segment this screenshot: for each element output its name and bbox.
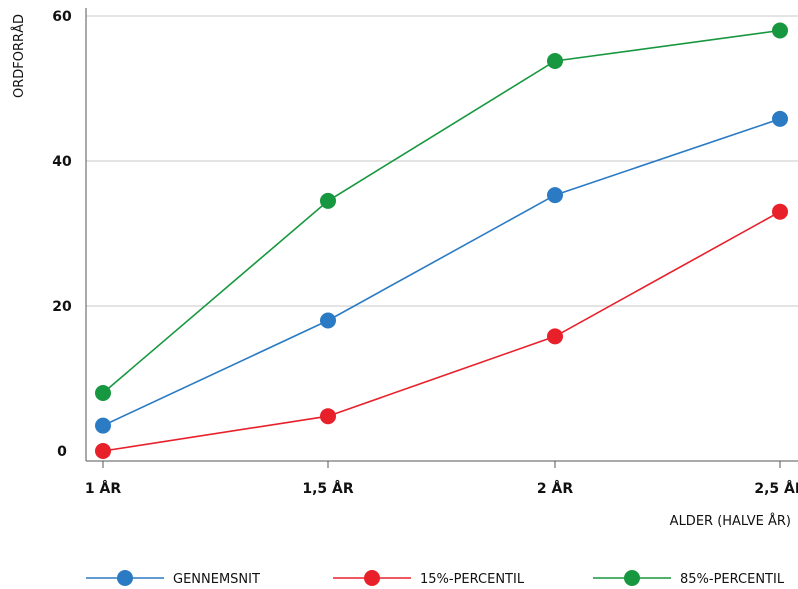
y-tick-label: 40 bbox=[52, 154, 72, 170]
y-tick-label: 0 bbox=[57, 444, 67, 460]
y-axis-title: ORDFORRÅD bbox=[11, 14, 27, 98]
data-point bbox=[95, 417, 111, 434]
legend-marker bbox=[117, 570, 133, 586]
legend: GENNEMSNIT 15%-PERCENTIL 85%-PERCENTIL bbox=[86, 570, 785, 587]
data-point bbox=[547, 53, 563, 69]
legend-label: 15%-PERCENTIL bbox=[420, 572, 525, 587]
legend-label: 85%-PERCENTIL bbox=[680, 572, 785, 587]
legend-label: GENNEMSNIT bbox=[173, 572, 260, 587]
x-tick-label: 1 ÅR bbox=[85, 480, 121, 497]
series-line bbox=[102, 118, 781, 427]
series-line bbox=[102, 211, 781, 452]
gridlines bbox=[86, 15, 798, 307]
x-tick-label: 2,5 ÅR bbox=[754, 480, 798, 497]
data-point bbox=[547, 187, 563, 204]
x-tick-label: 1,5 ÅR bbox=[302, 480, 354, 497]
x-axis-title: ALDER (HALVE ÅR) bbox=[670, 513, 791, 529]
legend-item: 15%-PERCENTIL bbox=[333, 570, 525, 587]
series-points bbox=[95, 22, 788, 459]
series-lines bbox=[102, 29, 781, 452]
data-point bbox=[547, 328, 563, 345]
legend-marker bbox=[364, 570, 380, 586]
legend-item: GENNEMSNIT bbox=[86, 570, 260, 587]
data-point bbox=[772, 22, 788, 39]
data-point bbox=[320, 312, 336, 329]
x-tick-label: 2 ÅR bbox=[537, 480, 573, 497]
data-point bbox=[95, 385, 111, 401]
x-tick-labels: 1 ÅR 1,5 ÅR 2 ÅR 2,5 ÅR bbox=[85, 461, 798, 497]
data-point bbox=[320, 408, 336, 425]
series-line bbox=[102, 29, 781, 394]
y-tick-labels: 0 20 40 60 bbox=[52, 9, 72, 460]
data-point bbox=[772, 110, 788, 127]
legend-item: 85%-PERCENTIL bbox=[593, 570, 785, 587]
data-point bbox=[95, 443, 111, 459]
y-tick-label: 60 bbox=[52, 9, 72, 25]
legend-marker bbox=[624, 570, 640, 586]
y-tick-label: 20 bbox=[52, 299, 72, 315]
data-point bbox=[772, 203, 788, 220]
data-point bbox=[320, 192, 336, 209]
